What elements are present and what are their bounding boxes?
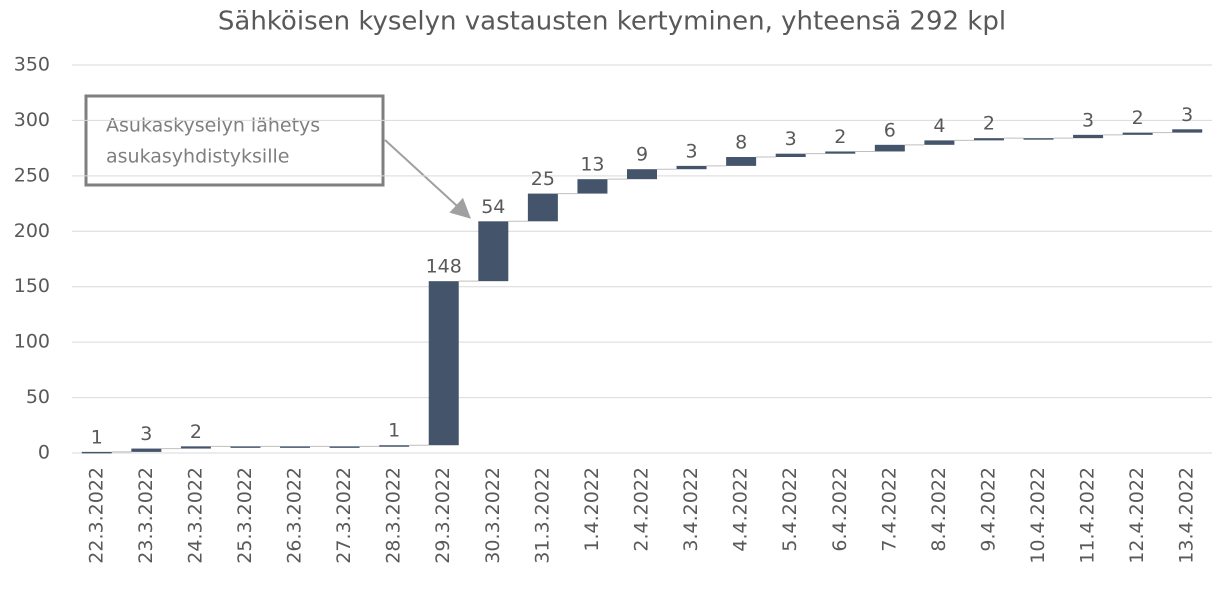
y-tick-label: 150 bbox=[14, 275, 50, 297]
bar bbox=[825, 151, 856, 154]
data-label: 148 bbox=[426, 256, 462, 278]
data-label: 2 bbox=[190, 421, 202, 443]
bar bbox=[131, 448, 162, 452]
data-label: 3 bbox=[785, 128, 797, 150]
bar bbox=[726, 157, 757, 166]
data-label: 4 bbox=[933, 115, 945, 137]
x-tick-label: 1.4.2022 bbox=[581, 467, 603, 552]
bar bbox=[676, 165, 707, 170]
y-tick-label: 350 bbox=[14, 54, 50, 76]
x-tick-label: 5.4.2022 bbox=[779, 467, 801, 552]
bar bbox=[627, 169, 657, 180]
bar bbox=[428, 281, 459, 446]
bar bbox=[1023, 138, 1054, 140]
bar bbox=[478, 221, 509, 282]
bar bbox=[874, 144, 905, 152]
data-label: 2 bbox=[834, 126, 846, 148]
y-tick-label: 200 bbox=[14, 220, 50, 242]
bar bbox=[180, 446, 211, 449]
annotation-text: asukasyhdistyksille bbox=[106, 146, 289, 168]
x-tick-label: 10.4.2022 bbox=[1027, 467, 1049, 564]
chart-title: Sähköisen kyselyn vastausten kertyminen,… bbox=[218, 7, 1006, 37]
x-tick-label: 7.4.2022 bbox=[878, 467, 900, 552]
data-label: 3 bbox=[1181, 104, 1193, 126]
data-label: 3 bbox=[686, 140, 698, 162]
x-tick-label: 6.4.2022 bbox=[829, 467, 851, 552]
data-label: 13 bbox=[580, 154, 604, 176]
x-tick-label: 13.4.2022 bbox=[1176, 467, 1198, 564]
y-tick-label: 300 bbox=[14, 109, 50, 131]
bar bbox=[1172, 129, 1203, 133]
annotation-arrow bbox=[384, 139, 471, 219]
x-tick-label: 11.4.2022 bbox=[1077, 467, 1099, 564]
bar bbox=[577, 179, 608, 194]
data-label: 1 bbox=[91, 426, 103, 448]
bar bbox=[775, 153, 806, 158]
y-tick-label: 100 bbox=[14, 331, 50, 353]
data-label: 25 bbox=[531, 168, 555, 190]
x-tick-label: 30.3.2022 bbox=[482, 467, 504, 564]
data-label: 3 bbox=[1082, 109, 1094, 131]
bar bbox=[1073, 134, 1104, 139]
x-tick-label: 8.4.2022 bbox=[928, 467, 950, 552]
data-label: 8 bbox=[735, 132, 747, 154]
bar bbox=[280, 446, 311, 448]
data-label: 9 bbox=[636, 144, 648, 166]
data-label: 2 bbox=[1132, 107, 1144, 129]
x-tick-label: 29.3.2022 bbox=[432, 467, 454, 564]
data-label: 54 bbox=[481, 196, 505, 218]
x-tick-label: 3.4.2022 bbox=[680, 467, 702, 552]
bar bbox=[379, 445, 410, 447]
bar bbox=[81, 451, 112, 454]
x-tick-label: 28.3.2022 bbox=[383, 467, 405, 564]
bar bbox=[973, 138, 1004, 141]
x-tick-label: 24.3.2022 bbox=[184, 467, 206, 564]
x-tick-label: 9.4.2022 bbox=[977, 467, 999, 552]
bar bbox=[924, 140, 955, 145]
x-tick-label: 22.3.2022 bbox=[85, 467, 107, 564]
data-label: 3 bbox=[140, 423, 152, 445]
y-tick-label: 0 bbox=[38, 442, 50, 464]
x-tick-label: 31.3.2022 bbox=[531, 467, 553, 564]
annotation-box bbox=[84, 94, 385, 187]
y-tick-label: 250 bbox=[14, 164, 50, 186]
x-tick-label: 23.3.2022 bbox=[135, 467, 157, 564]
y-tick-label: 50 bbox=[26, 386, 50, 408]
data-label: 6 bbox=[884, 119, 896, 141]
annotation-text: Asukaskyselyn lähetys bbox=[106, 115, 320, 137]
x-tick-label: 25.3.2022 bbox=[234, 467, 256, 564]
x-tick-label: 26.3.2022 bbox=[284, 467, 306, 564]
x-tick-label: 2.4.2022 bbox=[631, 467, 653, 552]
data-label: 2 bbox=[983, 113, 995, 135]
bar bbox=[1122, 132, 1153, 135]
x-tick-label: 12.4.2022 bbox=[1126, 467, 1148, 564]
bar bbox=[329, 446, 360, 448]
x-tick-label: 27.3.2022 bbox=[333, 467, 355, 564]
bar bbox=[527, 193, 558, 222]
x-tick-label: 4.4.2022 bbox=[730, 467, 752, 552]
data-label: 1 bbox=[388, 420, 400, 442]
bar bbox=[230, 446, 261, 448]
